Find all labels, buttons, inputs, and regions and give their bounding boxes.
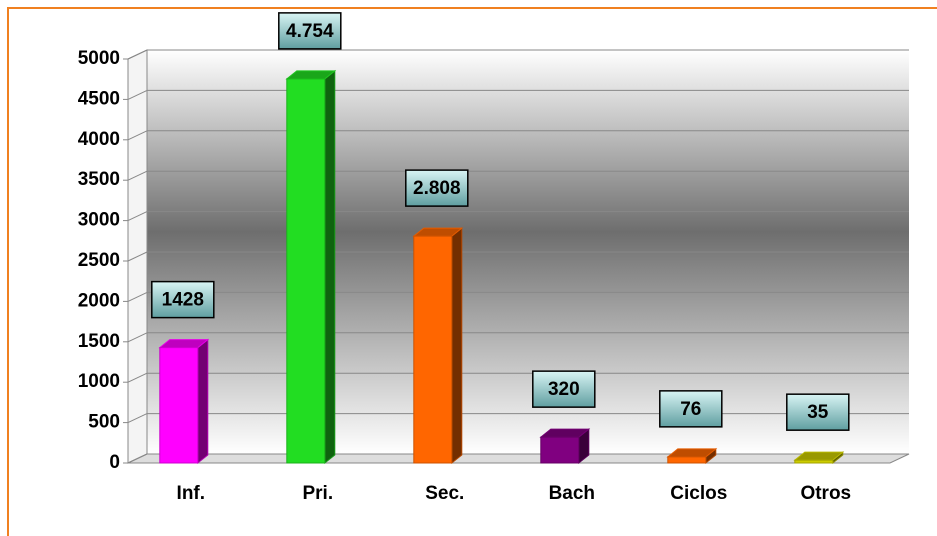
y-tick-label: 2000 [78,290,120,311]
data-label-box [532,370,596,408]
frame [7,7,937,536]
y-tick-label: 1000 [78,371,120,392]
bar [159,347,199,464]
bar [286,78,326,464]
y-tick-label: 4000 [78,129,120,150]
grid-line [127,372,148,383]
grid-line [127,49,148,60]
y-tick-label: 1500 [78,331,120,352]
bar [413,235,453,464]
grid-line [127,332,148,343]
y-tick-label: 500 [88,412,120,433]
bar-side [451,227,463,465]
grid-line [127,251,148,262]
x-tick-label: Otros [800,483,851,504]
bar-side [324,69,336,465]
x-tick-label: Pri. [302,483,333,504]
x-tick-label: Inf. [177,483,206,504]
floor [127,453,910,464]
bar [540,436,580,464]
grid-line [127,89,148,100]
x-tick-label: Sec. [425,483,464,504]
y-tick-label: 2500 [78,250,120,271]
data-label: 35 [807,402,829,423]
grid-line [127,130,148,141]
x-tick-label: Bach [549,483,595,504]
data-label: 1428 [162,290,204,311]
data-label-box [405,169,469,207]
bar [667,456,707,464]
y-tick-label: 3000 [78,210,120,231]
y-tick-label: 5000 [78,48,120,69]
data-label: 320 [548,379,580,400]
x-tick-label: Ciclos [670,483,727,504]
grid-line [127,413,148,424]
data-label-box [786,393,850,431]
grid-line [127,453,148,464]
data-label: 2.808 [413,178,461,199]
y-tick-label: 3500 [78,169,120,190]
data-label-box [659,390,723,428]
grid-line [127,291,148,302]
data-label-box [151,280,215,319]
data-label-box [278,12,342,50]
data-label: 76 [680,399,701,420]
data-label: 4.754 [286,21,334,42]
grid-line [127,211,148,222]
grid-line [127,170,148,181]
y-tick-label: 4500 [78,88,120,109]
bar [794,459,834,464]
bar-side [197,338,209,465]
y-tick-label: 0 [109,452,120,473]
